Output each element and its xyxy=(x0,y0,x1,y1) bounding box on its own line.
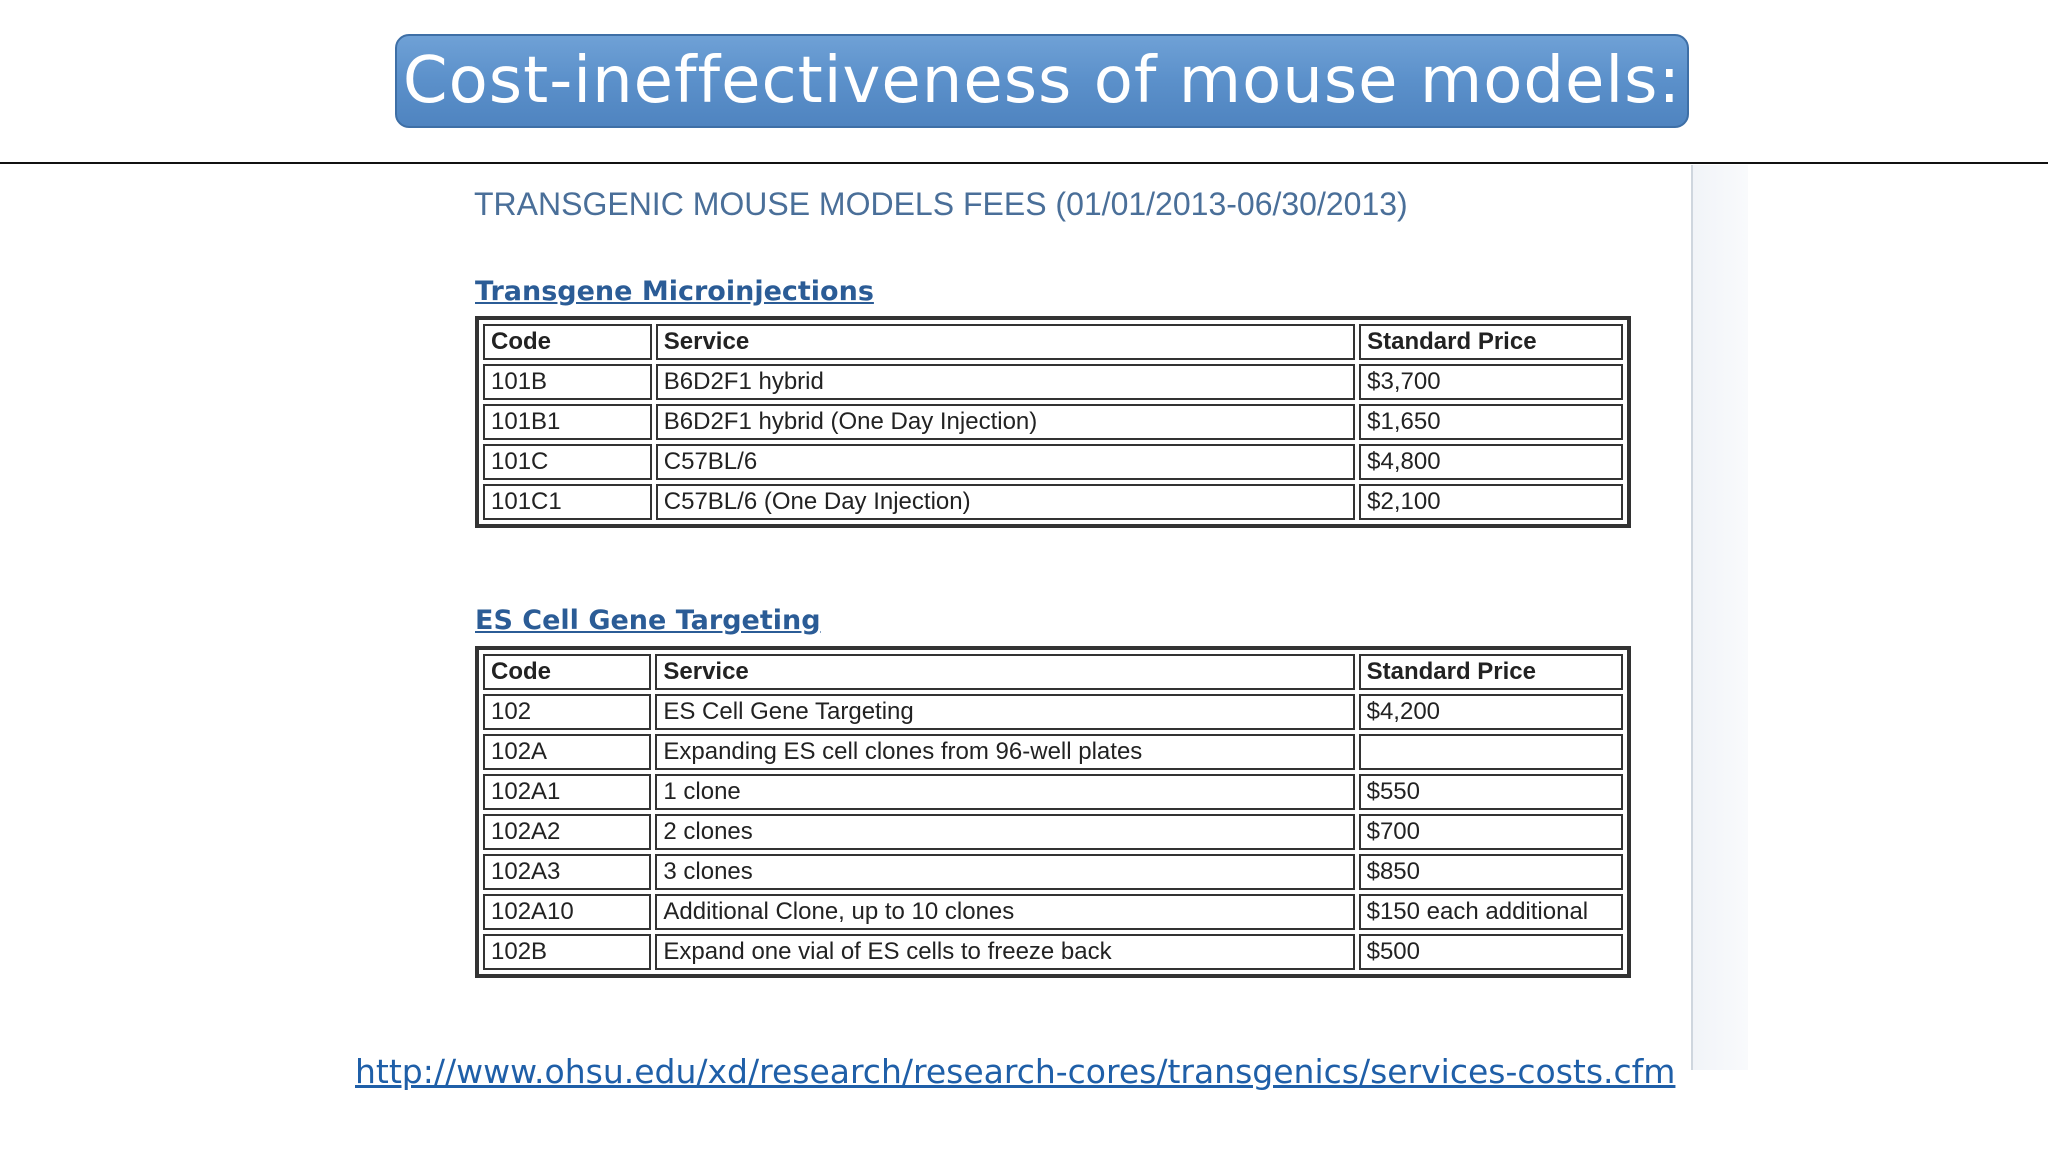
cell-code: 102A1 xyxy=(483,774,652,810)
cell-service: C57BL/6 xyxy=(655,444,1356,480)
fees-heading: TRANSGENIC MOUSE MODELS FEES (01/01/2013… xyxy=(474,186,1408,222)
cell-code: 102A xyxy=(483,734,652,770)
cell-price: $850 xyxy=(1358,854,1623,890)
table-row: 101C1 C57BL/6 (One Day Injection) $2,100 xyxy=(483,484,1623,520)
cell-price: $4,800 xyxy=(1359,444,1623,480)
cell-code: 102 xyxy=(483,694,652,730)
slide-title: Cost-ineffectiveness of mouse models: xyxy=(402,44,1682,118)
section-link-es-cell-gene-targeting[interactable]: ES Cell Gene Targeting xyxy=(475,605,821,636)
column-header-service: Service xyxy=(655,654,1355,690)
cell-price: $150 each additional xyxy=(1358,894,1623,930)
cell-service: Expand one vial of ES cells to freeze ba… xyxy=(655,934,1355,970)
cell-service: 3 clones xyxy=(655,854,1355,890)
table-header-row: Code Service Standard Price xyxy=(483,654,1623,690)
cell-price xyxy=(1358,734,1623,770)
cell-code: 102A2 xyxy=(483,814,652,850)
table-row: 102A3 3 clones $850 xyxy=(483,854,1623,890)
table-row: 102 ES Cell Gene Targeting $4,200 xyxy=(483,694,1623,730)
table-row: 102A10 Additional Clone, up to 10 clones… xyxy=(483,894,1623,930)
cell-price: $3,700 xyxy=(1359,364,1623,400)
section-link-transgene-microinjections[interactable]: Transgene Microinjections xyxy=(475,276,874,307)
table-row: 102B Expand one vial of ES cells to free… xyxy=(483,934,1623,970)
table-row: 101B B6D2F1 hybrid $3,700 xyxy=(483,364,1623,400)
table-row: 102A2 2 clones $700 xyxy=(483,814,1623,850)
column-header-standard-price: Standard Price xyxy=(1358,654,1623,690)
column-header-service: Service xyxy=(655,324,1356,360)
cell-service: 1 clone xyxy=(655,774,1355,810)
cell-price: $1,650 xyxy=(1359,404,1623,440)
cell-service: Additional Clone, up to 10 clones xyxy=(655,894,1355,930)
cell-code: 101C1 xyxy=(483,484,652,520)
cell-price: $500 xyxy=(1358,934,1623,970)
cell-code: 101C xyxy=(483,444,652,480)
table-row: 102A Expanding ES cell clones from 96-we… xyxy=(483,734,1623,770)
cell-code: 102B xyxy=(483,934,652,970)
cell-service: ES Cell Gene Targeting xyxy=(655,694,1355,730)
cell-code: 101B1 xyxy=(483,404,652,440)
title-divider xyxy=(0,162,2048,164)
cell-price: $2,100 xyxy=(1359,484,1623,520)
table-es-cell-gene-targeting: Code Service Standard Price 102 ES Cell … xyxy=(475,646,1631,978)
screenshot-border-line xyxy=(1691,165,1693,1070)
cell-service: B6D2F1 hybrid (One Day Injection) xyxy=(655,404,1356,440)
column-header-standard-price: Standard Price xyxy=(1359,324,1623,360)
cell-price: $550 xyxy=(1358,774,1623,810)
cell-service: Expanding ES cell clones from 96-well pl… xyxy=(655,734,1355,770)
table-row: 101C C57BL/6 $4,800 xyxy=(483,444,1623,480)
table-row: 101B1 B6D2F1 hybrid (One Day Injection) … xyxy=(483,404,1623,440)
table-row: 102A1 1 clone $550 xyxy=(483,774,1623,810)
cell-code: 102A10 xyxy=(483,894,652,930)
cell-service: C57BL/6 (One Day Injection) xyxy=(655,484,1356,520)
cell-code: 101B xyxy=(483,364,652,400)
cell-code: 102A3 xyxy=(483,854,652,890)
cell-price: $4,200 xyxy=(1358,694,1623,730)
source-url-link[interactable]: http://www.ohsu.edu/xd/research/research… xyxy=(355,1052,1676,1091)
table-header-row: Code Service Standard Price xyxy=(483,324,1623,360)
cell-price: $700 xyxy=(1358,814,1623,850)
slide-title-box: Cost-ineffectiveness of mouse models: xyxy=(395,34,1689,128)
screenshot-sidebar-shade xyxy=(1692,165,1748,1070)
table-transgene-microinjections: Code Service Standard Price 101B B6D2F1 … xyxy=(475,316,1631,528)
column-header-code: Code xyxy=(483,324,652,360)
column-header-code: Code xyxy=(483,654,652,690)
cell-service: 2 clones xyxy=(655,814,1355,850)
cell-service: B6D2F1 hybrid xyxy=(655,364,1356,400)
